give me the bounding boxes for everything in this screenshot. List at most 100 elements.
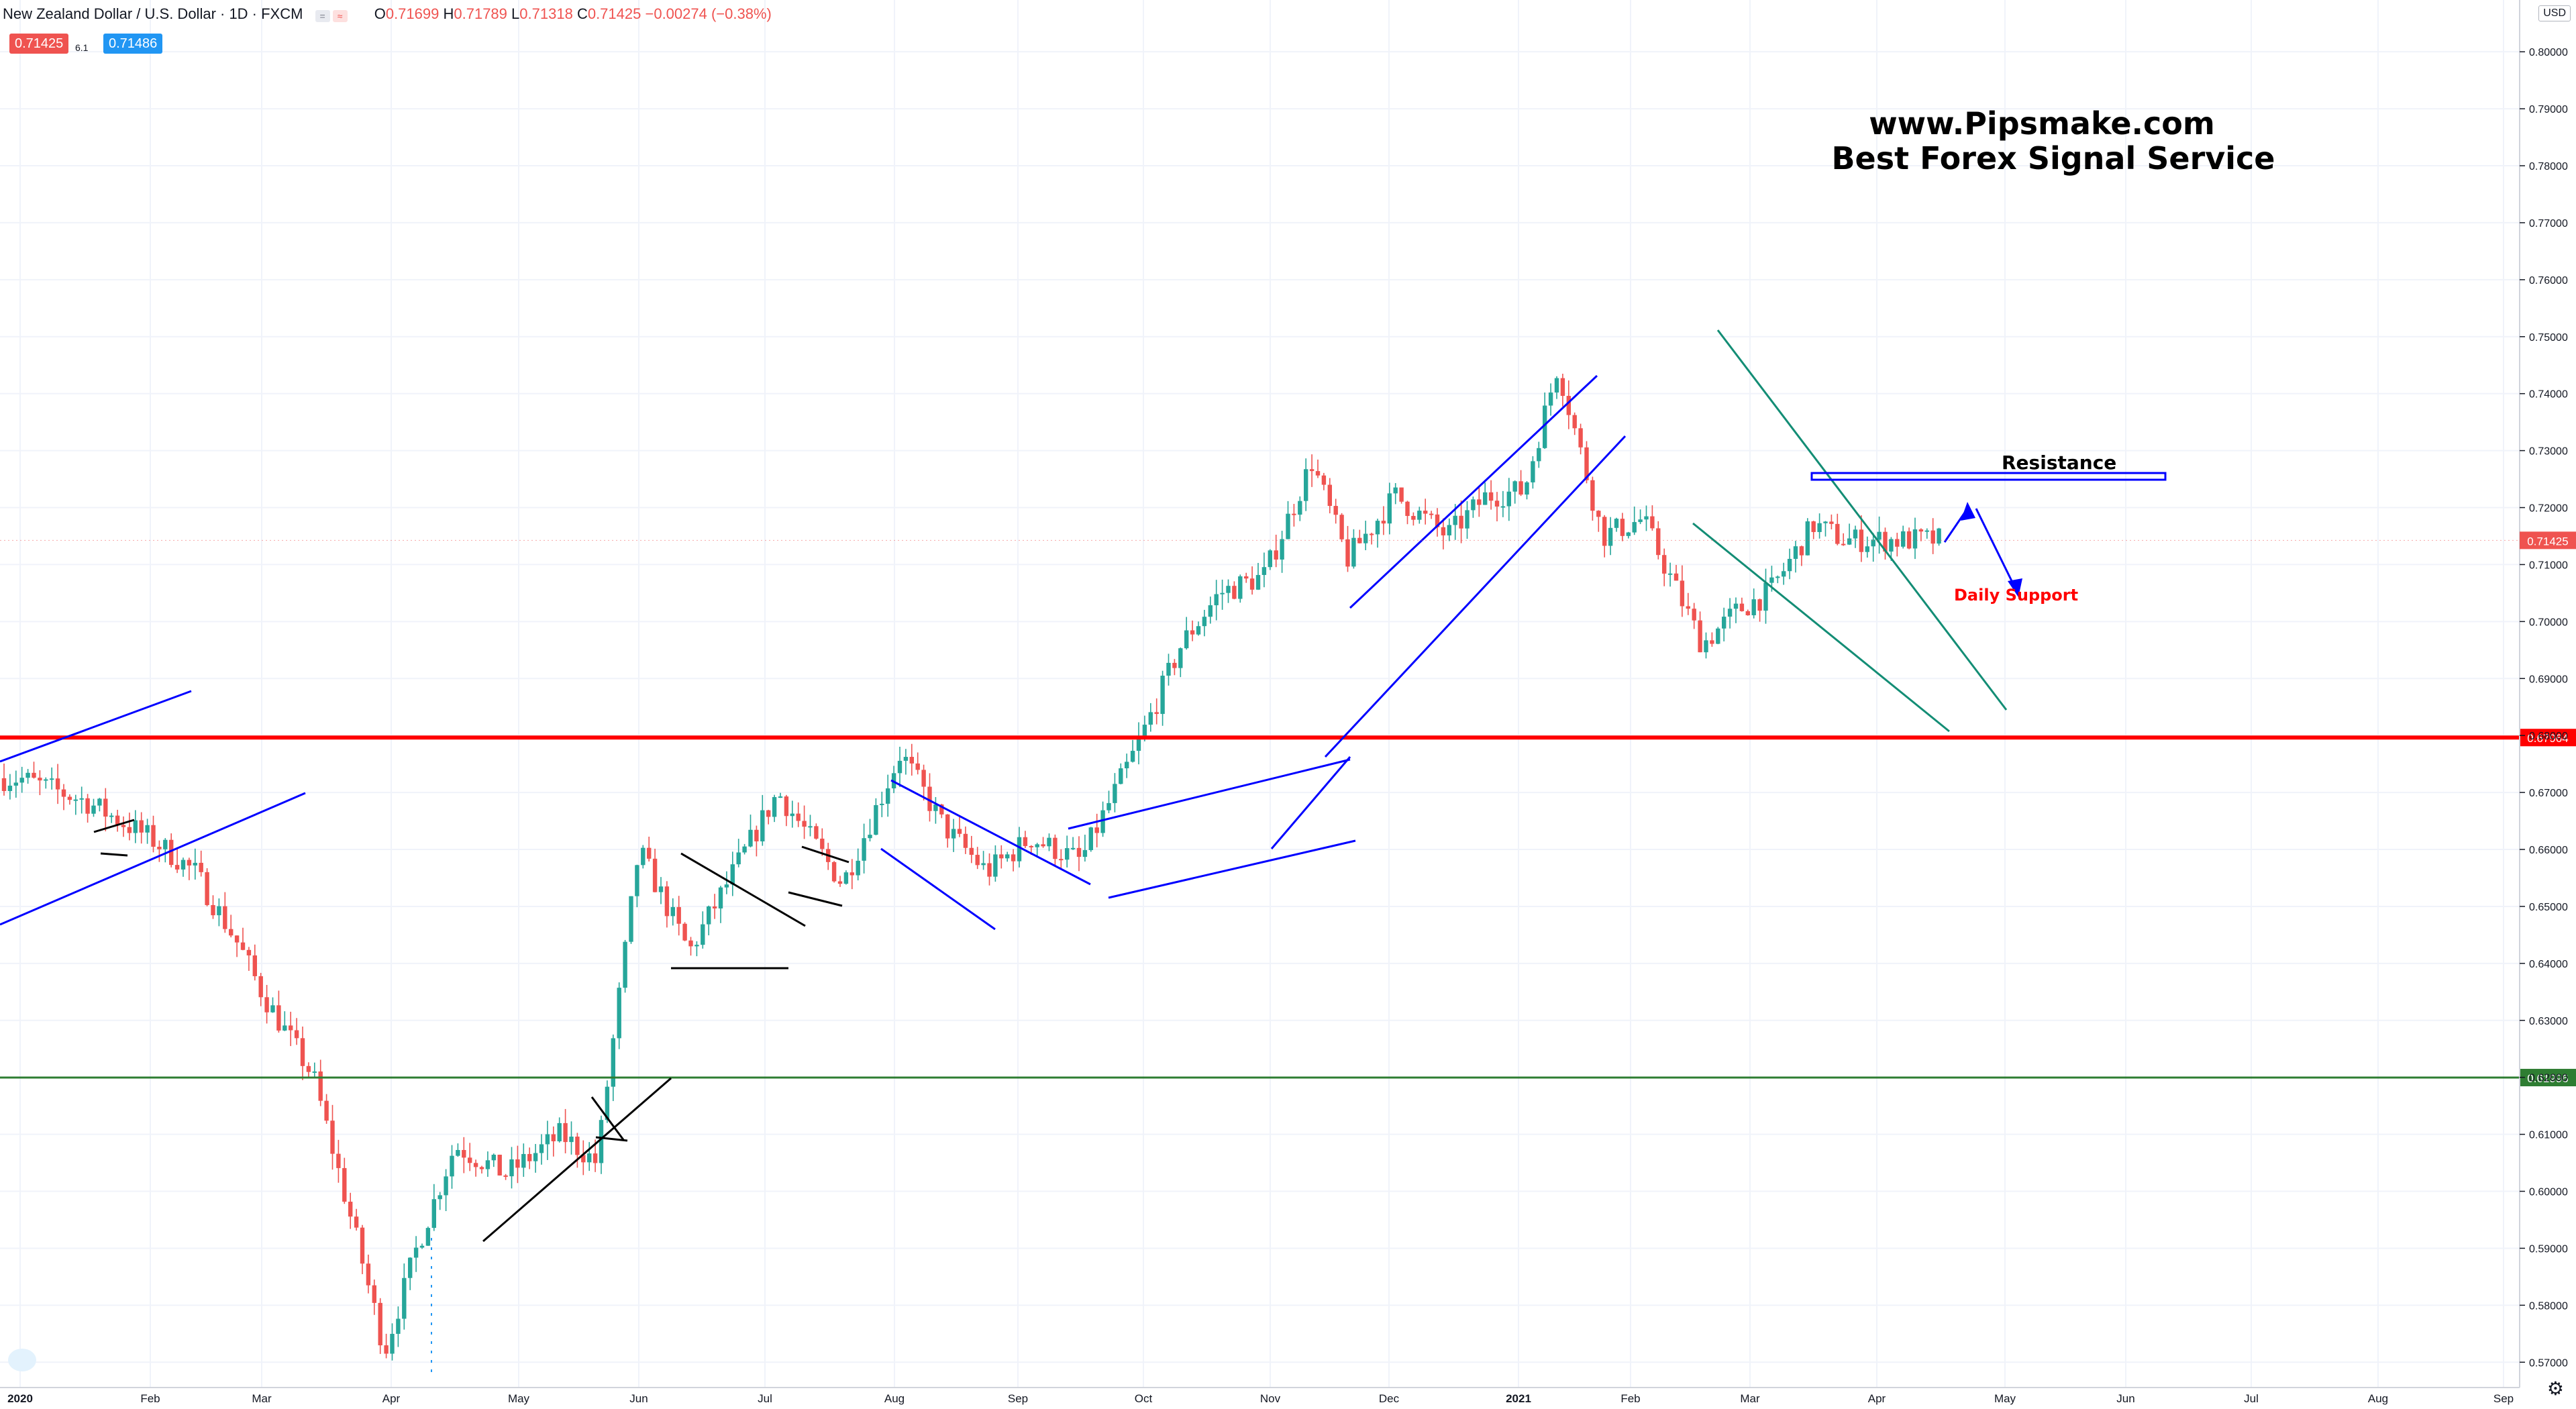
candle-body xyxy=(1023,837,1028,846)
candle-body xyxy=(557,1123,562,1141)
currency-button[interactable]: USD xyxy=(2538,5,2571,21)
candle-body xyxy=(1769,577,1774,583)
candle-body xyxy=(1309,469,1315,472)
candle-body xyxy=(1113,784,1117,803)
settings-gear-icon[interactable]: ⚙ xyxy=(2546,1378,2564,1399)
candle-body xyxy=(199,862,203,872)
candle-body xyxy=(1268,550,1272,568)
candle-body xyxy=(1716,628,1720,644)
time-tick-label: Nov xyxy=(1260,1392,1281,1405)
candle-body xyxy=(1125,762,1129,769)
candle-body xyxy=(1393,487,1398,494)
candle-body xyxy=(987,863,992,877)
candle-body xyxy=(927,786,932,811)
wave-icon[interactable]: ≈ xyxy=(332,10,348,23)
compare-icon[interactable]: = xyxy=(315,10,330,23)
candle-body xyxy=(217,906,221,916)
candle-body xyxy=(1602,517,1607,546)
trend-line xyxy=(1270,756,1351,849)
candle-body xyxy=(1662,555,1667,574)
trend-line xyxy=(1349,374,1598,609)
candle-body xyxy=(1488,492,1494,501)
symbol-title[interactable]: New Zealand Dollar / U.S. Dollar · 1D · … xyxy=(3,5,303,22)
candle-body xyxy=(1453,515,1457,525)
price-tick-label: 0.60000 xyxy=(2529,1187,2568,1198)
candle-body xyxy=(868,835,872,839)
candle-body xyxy=(981,863,986,866)
candle-body xyxy=(1477,499,1482,505)
candle-body xyxy=(1692,609,1696,621)
candle-body xyxy=(814,826,819,839)
time-axis[interactable]: 2020 Feb Mar Apr May Jun Jul Aug Sep Oct Nov Dec 202… xyxy=(0,1387,2520,1405)
time-tick-label: Feb xyxy=(1620,1392,1640,1405)
candle-body xyxy=(694,945,699,947)
candle-body xyxy=(1710,640,1714,644)
candle-body xyxy=(1274,550,1278,560)
candle-body xyxy=(127,827,132,833)
candle-body xyxy=(808,826,813,828)
candle-body xyxy=(1483,492,1488,505)
candle-body xyxy=(1889,539,1894,552)
candle-body xyxy=(306,1065,311,1072)
candle-body xyxy=(831,862,837,882)
candle-body xyxy=(211,904,215,916)
candle-body xyxy=(1381,521,1386,524)
candle-body xyxy=(479,1167,484,1169)
trend-line xyxy=(93,819,135,833)
candle-body xyxy=(1626,532,1631,536)
tradingview-logo-icon[interactable] xyxy=(8,1349,36,1371)
candle-body xyxy=(1727,609,1733,617)
candle-body xyxy=(360,1227,365,1264)
candle-body xyxy=(742,846,747,853)
candle-body xyxy=(1375,521,1380,535)
candle-body xyxy=(408,1257,413,1278)
trend-line xyxy=(590,1096,625,1141)
candle-body xyxy=(318,1071,323,1101)
candle-body xyxy=(647,847,652,859)
candle-body xyxy=(181,859,186,870)
candle-body xyxy=(1608,527,1613,546)
candle-body xyxy=(1238,576,1243,599)
candle-body xyxy=(975,855,980,866)
candle-body xyxy=(378,1302,382,1346)
candle-body xyxy=(1190,630,1195,635)
candle-body xyxy=(1512,481,1517,492)
candle-body xyxy=(1805,521,1810,556)
candle-body xyxy=(1357,537,1362,543)
buy-price-button[interactable]: 0.71486 xyxy=(103,34,163,54)
candle-body xyxy=(1292,513,1296,515)
time-tick-label: 2021 xyxy=(1506,1392,1531,1405)
candle-body xyxy=(252,955,257,976)
candle-body xyxy=(1244,576,1249,579)
candle-body xyxy=(497,1155,502,1176)
time-tick-label: May xyxy=(508,1392,530,1405)
price-tick-label: 0.76000 xyxy=(2529,275,2568,286)
candle-body xyxy=(437,1195,442,1200)
trend-line xyxy=(100,852,128,857)
sell-price-button[interactable]: 0.71425 xyxy=(9,34,69,54)
candle-body xyxy=(485,1160,491,1169)
candle-body xyxy=(1823,521,1828,523)
time-tick-label: Feb xyxy=(140,1392,160,1405)
candle-body xyxy=(509,1159,514,1177)
time-tick-label: Jun xyxy=(2116,1392,2134,1405)
candle-body xyxy=(91,805,96,814)
candle-body xyxy=(1119,768,1123,784)
candle-body xyxy=(1047,837,1051,847)
candle-body xyxy=(617,988,621,1039)
candle-body xyxy=(1560,378,1565,397)
price-tick-label: 0.64000 xyxy=(2529,959,2568,970)
time-tick-label: Mar xyxy=(252,1392,272,1405)
candle-body xyxy=(1351,537,1356,567)
candle-body xyxy=(336,1153,341,1168)
candle-body xyxy=(593,1153,598,1163)
candle-body xyxy=(121,825,126,827)
watermark-tagline: Best Forex Signal Service xyxy=(1831,140,2275,176)
candle-body xyxy=(473,1163,478,1167)
candle-body xyxy=(849,872,854,876)
candle-body xyxy=(1142,725,1147,738)
price-tick-label: 0.67000 xyxy=(2529,788,2568,799)
candle-body xyxy=(1859,529,1864,552)
